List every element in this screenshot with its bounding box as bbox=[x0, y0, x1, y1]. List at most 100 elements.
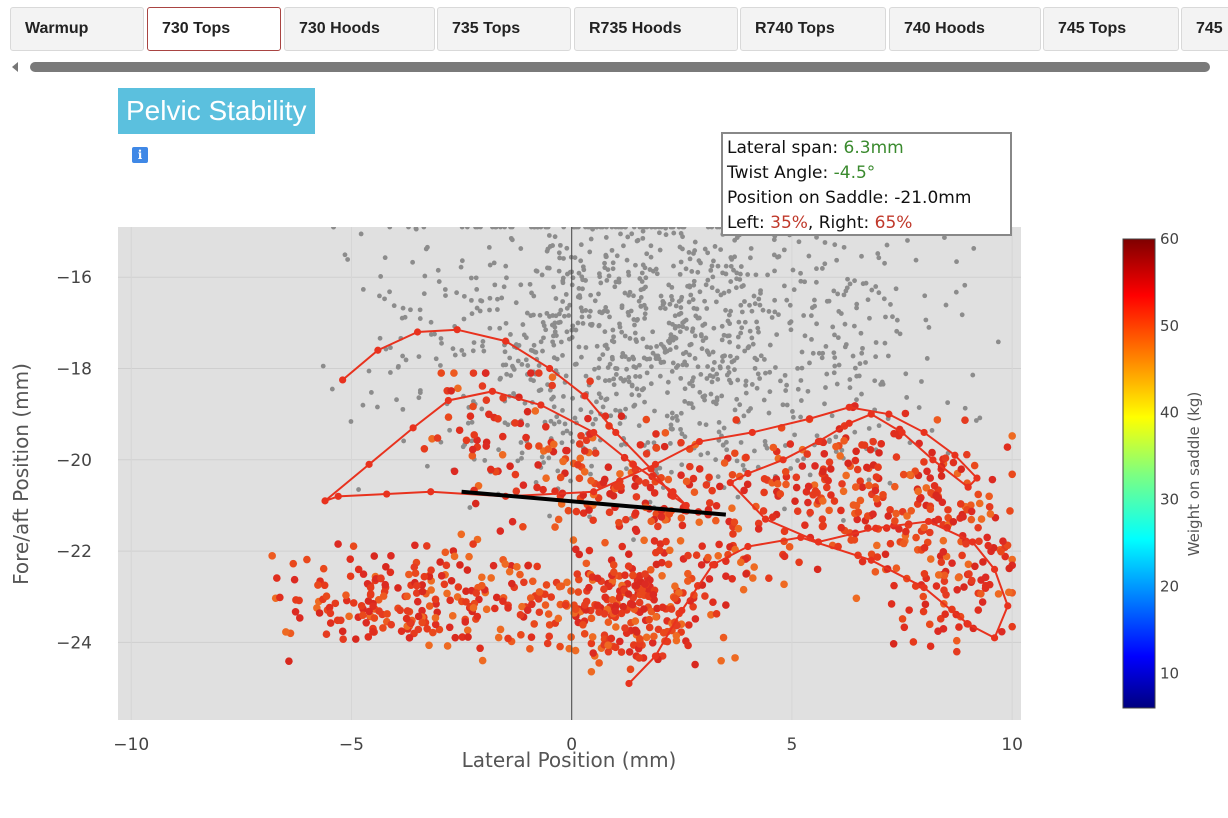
scatter-point bbox=[941, 454, 950, 462]
scatter-point bbox=[495, 296, 500, 302]
trajectory-point bbox=[678, 606, 686, 615]
scatter-point bbox=[670, 337, 676, 343]
saddle-position-value: -21.0mm bbox=[894, 188, 972, 208]
scatter-point bbox=[743, 390, 749, 396]
scatter-point bbox=[678, 259, 684, 265]
scatter-point bbox=[550, 243, 555, 248]
scatter-point bbox=[534, 461, 542, 469]
scatter-point bbox=[469, 402, 477, 411]
scatter-point bbox=[955, 623, 963, 631]
scatter-point bbox=[852, 365, 858, 371]
scatter-point bbox=[724, 447, 730, 453]
scatter-point bbox=[806, 508, 814, 517]
scatter-point bbox=[680, 362, 686, 368]
left-value: 35% bbox=[770, 213, 808, 233]
scatter-point bbox=[742, 299, 747, 304]
scatter-point bbox=[638, 287, 644, 293]
scatter-point bbox=[439, 340, 444, 346]
tab-730-hoods[interactable]: 730 Hoods bbox=[284, 7, 435, 51]
scatter-point bbox=[790, 267, 796, 273]
scatter-point bbox=[676, 537, 685, 545]
info-icon[interactable]: i bbox=[132, 147, 148, 163]
scatter-point bbox=[712, 610, 721, 618]
scatter-point bbox=[624, 366, 629, 372]
scroll-left-icon[interactable] bbox=[12, 62, 18, 72]
scatter-point bbox=[533, 562, 541, 571]
scatter-point bbox=[472, 589, 481, 597]
scatter-point bbox=[631, 403, 637, 409]
scatter-point bbox=[320, 363, 326, 369]
tab-745-tops[interactable]: 745 Tops bbox=[1043, 7, 1179, 51]
tab-735-tops[interactable]: 735 Tops bbox=[437, 7, 571, 51]
scatter-point bbox=[807, 360, 812, 366]
scatter-point bbox=[814, 234, 819, 240]
scatter-point bbox=[726, 312, 732, 318]
scatter-point bbox=[508, 579, 516, 588]
scatter-point bbox=[377, 574, 385, 583]
tab-r740-tops[interactable]: R740 Tops bbox=[740, 7, 886, 51]
scatter-point bbox=[663, 232, 669, 238]
scatter-point bbox=[840, 437, 848, 445]
scatter-point bbox=[657, 373, 663, 379]
tab-r735-hoods[interactable]: R735 Hoods bbox=[574, 7, 738, 51]
tab-745[interactable]: 745 bbox=[1181, 7, 1228, 51]
scatter-point bbox=[606, 490, 614, 498]
scatter-point bbox=[615, 518, 623, 527]
scatter-point bbox=[589, 321, 595, 327]
scatter-point bbox=[865, 297, 871, 303]
scatter-point bbox=[560, 430, 566, 436]
scatter-point bbox=[709, 379, 715, 385]
tab-730-tops[interactable]: 730 Tops bbox=[147, 7, 281, 51]
trajectory-point bbox=[990, 634, 999, 642]
scatter-point bbox=[618, 442, 624, 448]
scatter-point bbox=[640, 605, 648, 613]
trajectory-point bbox=[1004, 602, 1012, 610]
scrollbar-thumb[interactable] bbox=[30, 62, 1210, 72]
scatter-point bbox=[854, 305, 859, 311]
scatter-point bbox=[774, 332, 780, 337]
scatter-point bbox=[984, 541, 993, 550]
scatter-point bbox=[601, 593, 610, 602]
scatter-point bbox=[582, 559, 591, 568]
trajectory-point bbox=[695, 437, 704, 446]
scatter-point bbox=[702, 246, 708, 252]
scatter-point bbox=[601, 538, 609, 547]
scatter-point bbox=[564, 329, 570, 335]
scatter-point bbox=[686, 400, 692, 406]
scatter-point bbox=[417, 388, 423, 393]
scatter-point bbox=[473, 275, 479, 281]
scatter-point bbox=[893, 286, 899, 292]
scatter-point bbox=[666, 282, 672, 288]
scatter-point bbox=[345, 257, 351, 262]
tab-740-hoods[interactable]: 740 Hoods bbox=[889, 7, 1041, 51]
scatter-point bbox=[912, 533, 920, 542]
scatter-point bbox=[545, 632, 554, 641]
scatter-point bbox=[806, 253, 812, 259]
scatter-point bbox=[557, 582, 566, 591]
scatter-point bbox=[683, 349, 689, 355]
scatter-point bbox=[416, 354, 422, 360]
scatter-point bbox=[637, 362, 642, 368]
scatter-point bbox=[974, 606, 983, 614]
scatter-point bbox=[705, 450, 711, 456]
scatter-point bbox=[945, 400, 951, 406]
scatter-point bbox=[867, 550, 876, 559]
scatter-point bbox=[687, 352, 692, 358]
scatter-point bbox=[481, 348, 487, 354]
scatter-point bbox=[849, 501, 858, 509]
tab-warmup[interactable]: Warmup bbox=[10, 7, 144, 51]
scatter-point bbox=[737, 558, 745, 567]
scatter-point bbox=[671, 230, 677, 236]
scatter-point bbox=[787, 302, 793, 308]
scatter-point bbox=[626, 312, 632, 318]
horizontal-scrollbar[interactable] bbox=[8, 59, 1220, 75]
scatter-point bbox=[761, 397, 767, 403]
trajectory-point bbox=[590, 488, 598, 496]
scatter-point bbox=[919, 592, 928, 601]
scatter-point bbox=[710, 349, 716, 355]
scatter-point bbox=[860, 281, 866, 287]
scatter-point bbox=[647, 517, 656, 526]
scatter-point bbox=[624, 257, 630, 263]
scatter-point bbox=[708, 267, 714, 273]
